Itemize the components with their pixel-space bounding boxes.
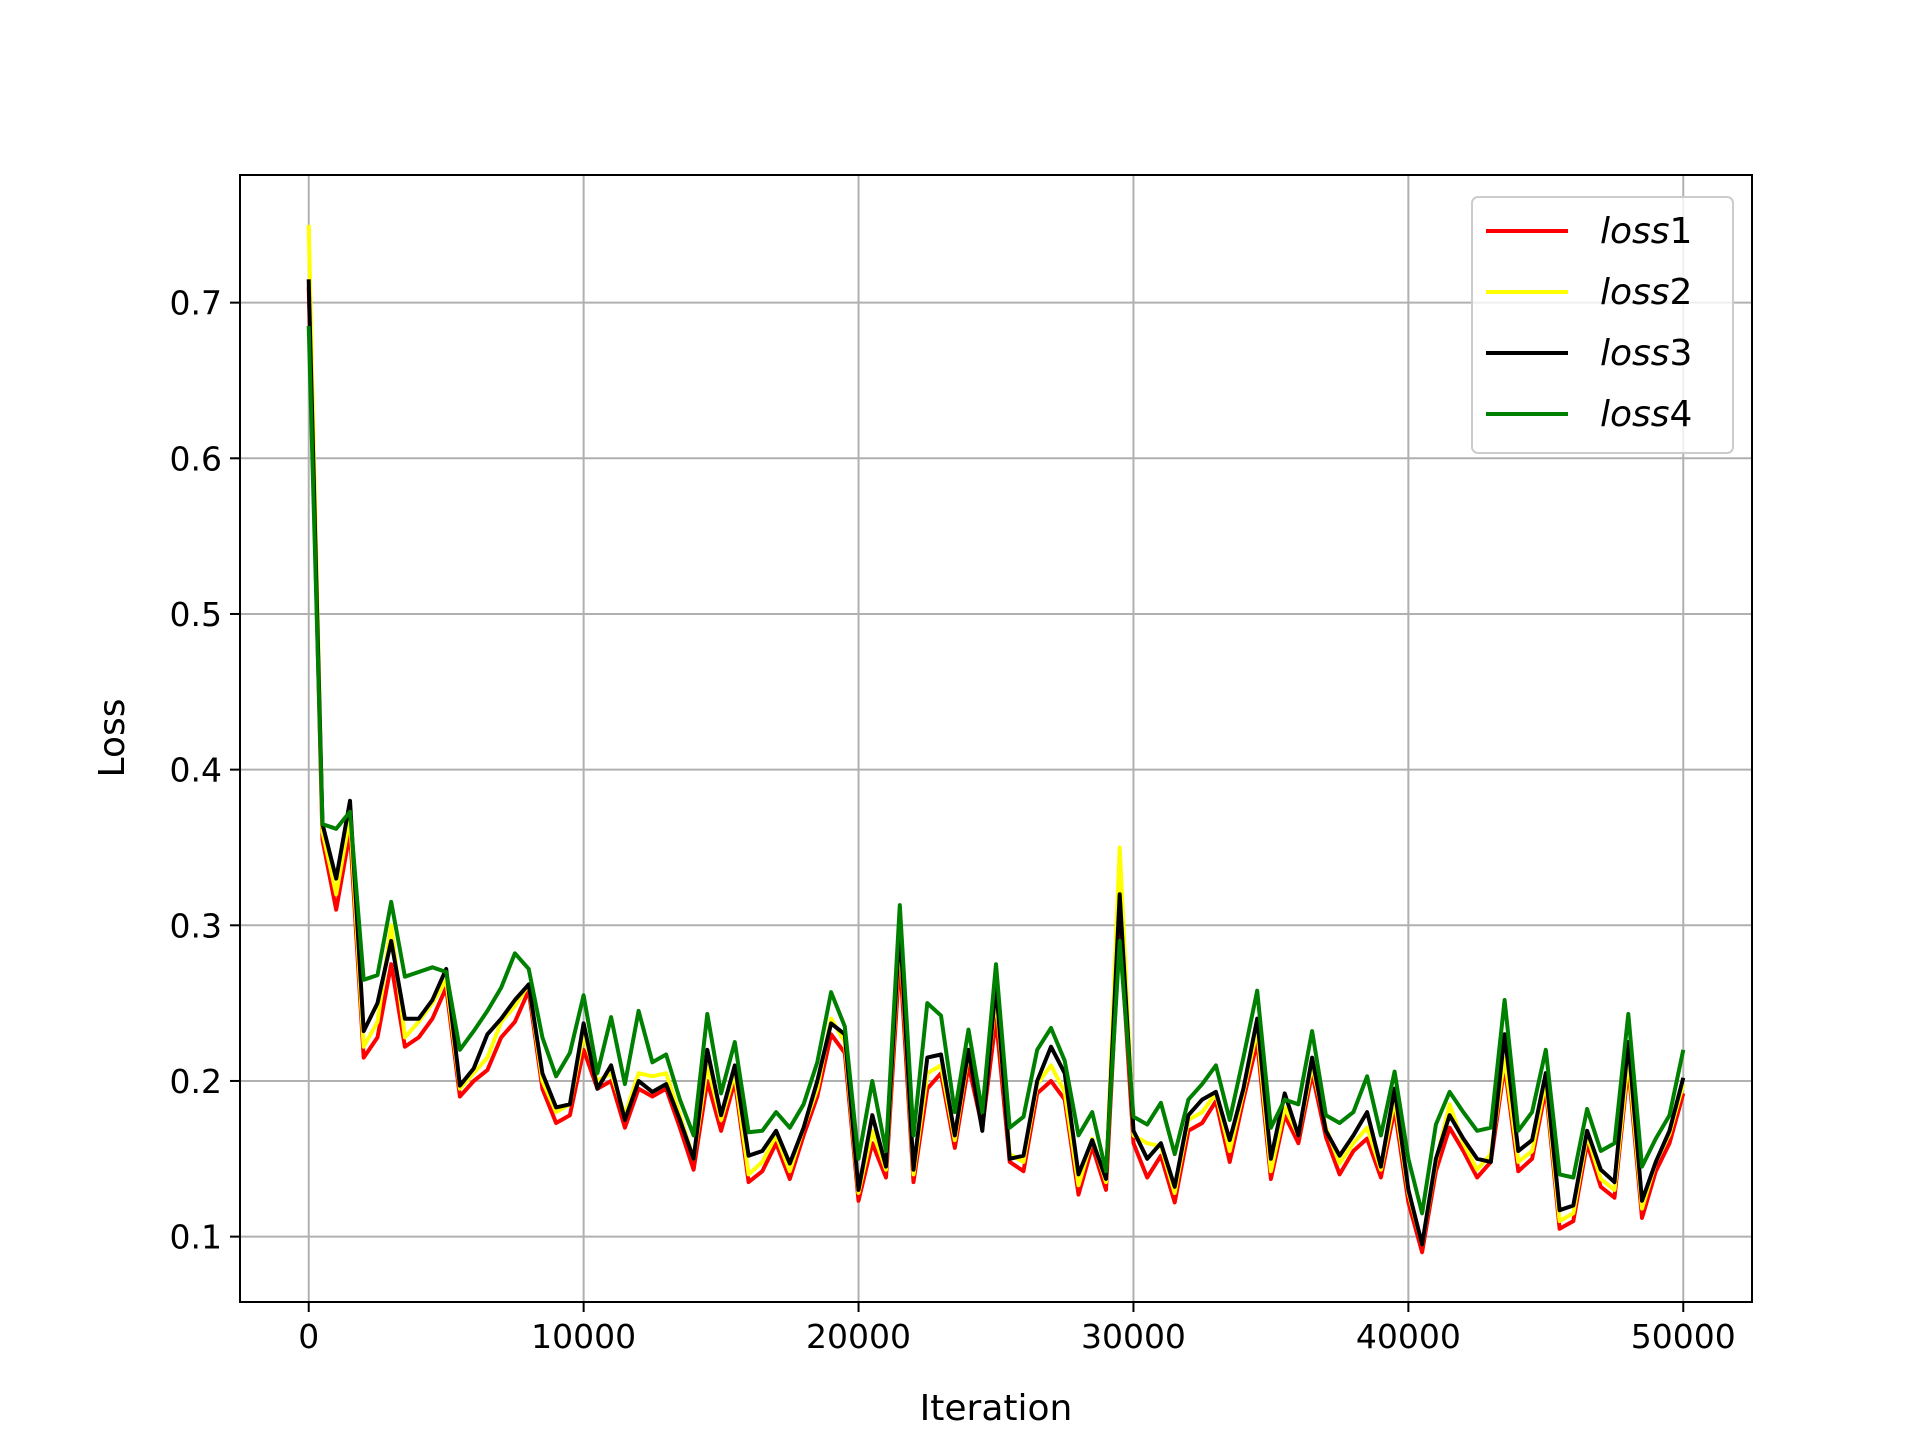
legend: loss1 loss2 loss3 loss4 [1471, 196, 1734, 454]
legend-box [1471, 196, 1734, 454]
y-tick-label: 0.7 [170, 284, 222, 323]
legend-label-loss1: loss1 [1600, 211, 1692, 252]
x-tick-label: 0 [298, 1317, 319, 1356]
x-tick-label: 50000 [1631, 1317, 1736, 1356]
legend-label-loss3: loss3 [1600, 333, 1692, 374]
y-tick-label: 0.1 [170, 1218, 222, 1257]
legend-label-loss4: loss4 [1600, 394, 1692, 435]
x-tick-label: 30000 [1081, 1317, 1186, 1356]
x-axis-ticks: 0 10000 20000 30000 40000 50000 [298, 1302, 1736, 1356]
y-tick-label: 0.6 [170, 439, 222, 478]
y-tick-label: 0.3 [170, 906, 222, 945]
y-tick-label: 0.5 [170, 595, 222, 634]
y-axis-ticks: 0.1 0.2 0.3 0.4 0.5 0.6 0.7 [170, 284, 240, 1257]
x-tick-label: 10000 [531, 1317, 636, 1356]
x-tick-label: 20000 [806, 1317, 911, 1356]
x-tick-label: 40000 [1356, 1317, 1461, 1356]
plot-frame [239, 174, 1753, 1303]
legend-label-loss2: loss2 [1600, 272, 1692, 313]
series-line-loss4 [306, 325, 1686, 1216]
y-tick-label: 0.2 [170, 1062, 222, 1101]
y-axis-title: Loss [92, 699, 133, 778]
x-axis-title: Iteration [920, 1388, 1073, 1429]
series-lines [306, 224, 1686, 1255]
y-tick-label: 0.4 [170, 751, 222, 790]
